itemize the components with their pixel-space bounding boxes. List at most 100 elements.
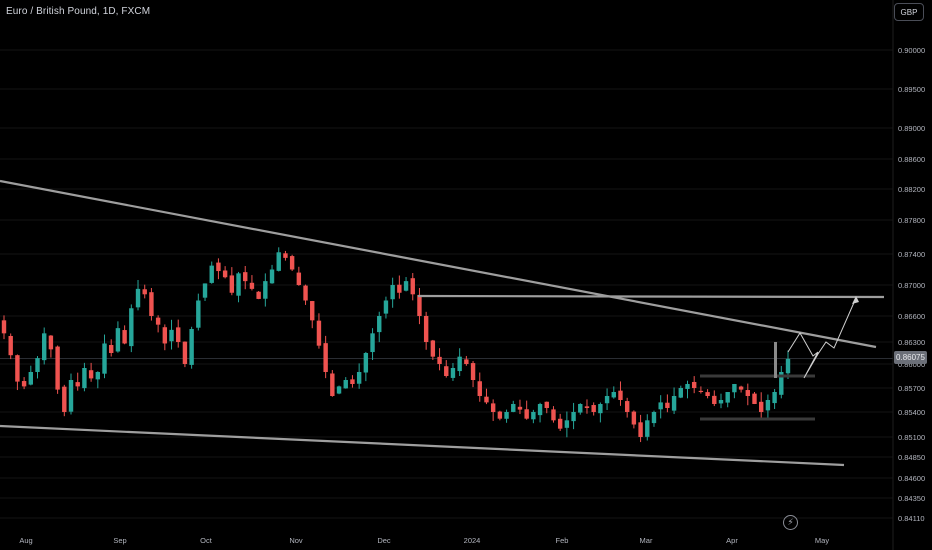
candle-body: [229, 275, 235, 293]
candle-body: [102, 343, 107, 374]
candle-body: [524, 409, 529, 419]
candle-body: [444, 366, 449, 376]
y-tick-label: 0.88200: [898, 185, 925, 194]
y-tick-label: 0.85700: [898, 384, 925, 393]
candle-body: [511, 404, 516, 412]
candle-body: [437, 356, 442, 364]
candle-body: [457, 356, 462, 372]
currency-button[interactable]: GBP: [894, 3, 924, 21]
candle-body: [209, 265, 214, 283]
candle-body: [618, 390, 623, 400]
candle-body: [423, 315, 429, 342]
upper-trendline: [0, 179, 877, 349]
x-tick-label: Nov: [289, 536, 303, 545]
x-tick-label: Dec: [377, 536, 391, 545]
candle-body: [263, 281, 268, 299]
y-tick-label: 0.89000: [898, 124, 925, 133]
candle-body: [430, 340, 436, 357]
candle-body: [544, 401, 549, 408]
lower-trendline: [0, 424, 845, 467]
candle-body: [390, 285, 395, 300]
candle-body: [651, 412, 657, 424]
candle-body: [142, 289, 147, 295]
candle-body: [551, 409, 556, 421]
candle-body: [323, 343, 328, 372]
candle-body: [638, 422, 643, 437]
candle-body: [571, 412, 576, 422]
y-tick-label: 0.84600: [898, 474, 925, 483]
candle-body: [1, 320, 7, 334]
candle-body: [303, 285, 308, 301]
candle-body: [397, 284, 402, 293]
candle-body: [115, 328, 121, 352]
candle-body: [256, 291, 261, 299]
candle-body: [42, 333, 47, 361]
candle-body: [343, 380, 348, 389]
candle-body: [95, 372, 101, 380]
candle-body: [356, 372, 362, 384]
candle-body: [738, 386, 744, 390]
lightning-icon[interactable]: ⚡: [783, 515, 798, 530]
x-tick-label: Apr: [726, 536, 738, 545]
y-tick-label: 0.84350: [898, 494, 925, 503]
spike-bar: [774, 342, 777, 378]
candle-body: [15, 355, 20, 382]
candle-body: [169, 329, 174, 342]
candle-body: [276, 252, 281, 271]
candle-body: [557, 418, 563, 429]
candle-body: [497, 411, 503, 419]
candle-body: [611, 392, 616, 398]
y-tick-label: 0.84110: [898, 514, 925, 523]
candle-body: [484, 396, 489, 403]
candle-body: [779, 372, 784, 395]
candle-body: [598, 404, 603, 414]
candle-body: [28, 372, 34, 385]
candle-body: [631, 411, 637, 425]
candle-body: [289, 256, 295, 270]
candle-body: [68, 380, 74, 412]
candle-body: [196, 300, 201, 328]
candle-body: [283, 253, 288, 258]
candle-body: [752, 393, 757, 404]
candle-body: [537, 404, 543, 416]
candle-body: [155, 317, 161, 325]
candle-body: [604, 396, 610, 404]
candle-body: [765, 400, 771, 411]
candle-body: [403, 281, 409, 291]
candle-body: [370, 333, 375, 353]
chart-title: Euro / British Pound, 1D, FXCM: [6, 6, 151, 17]
candle-body: [122, 330, 127, 344]
candle-body: [109, 345, 114, 353]
candle-body: [718, 400, 724, 404]
x-tick-label: May: [815, 536, 829, 545]
candle-body: [772, 392, 777, 404]
candle-body: [745, 390, 750, 396]
candle-body: [584, 406, 590, 408]
candle-body: [725, 392, 730, 403]
y-tick-label: 0.87000: [898, 281, 925, 290]
candle-body: [162, 327, 168, 344]
candle-body: [316, 320, 322, 346]
candle-body: [383, 300, 389, 314]
candle-body: [62, 386, 67, 412]
candle-body: [758, 401, 764, 412]
candle-body: [82, 368, 87, 389]
candle-body: [296, 272, 302, 285]
candle-body: [88, 370, 94, 379]
candle-body: [785, 358, 791, 374]
candle-body: [591, 405, 596, 412]
candle-body: [691, 381, 697, 388]
candle-body: [269, 269, 275, 284]
candle-body: [578, 404, 583, 413]
candle-body: [658, 402, 663, 410]
candle-body: [410, 278, 415, 295]
candle-body: [705, 392, 710, 396]
candle-body: [182, 341, 188, 364]
candle-body: [222, 270, 228, 278]
candle-body: [732, 384, 737, 393]
candle-body: [712, 395, 717, 404]
candle-body: [477, 381, 482, 396]
candle-body: [176, 327, 181, 342]
candle-body: [249, 282, 255, 289]
